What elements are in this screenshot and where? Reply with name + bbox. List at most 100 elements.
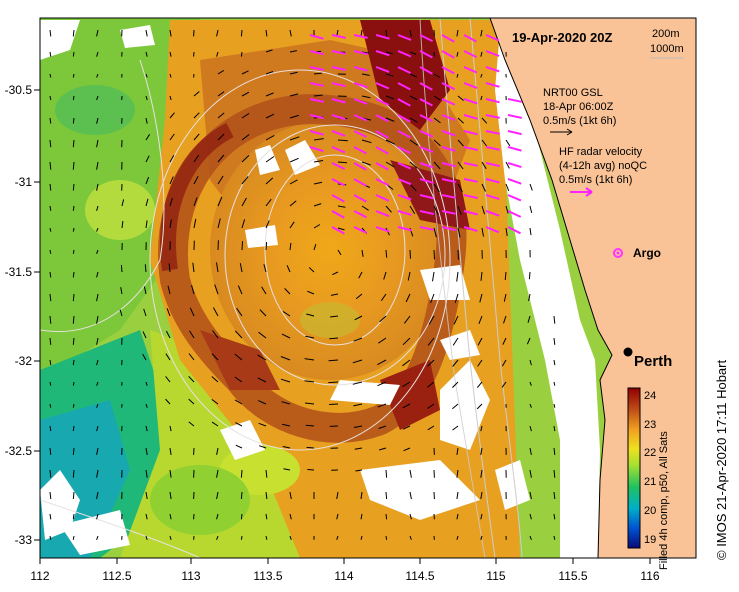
velocity-arrow [313, 181, 323, 185]
velocity-arrow [72, 403, 75, 408]
velocity-arrow [289, 71, 298, 75]
velocity-arrow [235, 444, 243, 449]
velocity-arrow [145, 381, 148, 386]
velocity-arrow [354, 447, 363, 450]
velocity-arrow [409, 29, 412, 37]
velocity-arrow [192, 262, 195, 273]
velocity-arrow [377, 381, 387, 387]
velocity-arrow [169, 176, 174, 185]
velocity-arrow [72, 535, 75, 540]
velocity-arrow [96, 337, 99, 345]
velocity-arrow [234, 399, 243, 405]
velocity-arrow [240, 469, 243, 478]
velocity-arrow [289, 114, 299, 119]
velocity-arrow [454, 293, 459, 304]
velocity-arrow [259, 309, 267, 317]
velocity-arrow [49, 183, 52, 191]
velocity-arrow [353, 403, 363, 407]
hf-arrow [441, 130, 456, 137]
velocity-arrow [529, 403, 532, 408]
velocity-arrow [280, 356, 291, 361]
velocity-arrow [289, 491, 292, 500]
x-tick-label: 112 [30, 569, 49, 583]
hf-arrow [485, 194, 500, 201]
velocity-arrow [72, 271, 75, 278]
hf-arrow [331, 34, 346, 39]
velocity-arrow [505, 227, 508, 236]
velocity-arrow [553, 359, 556, 366]
velocity-arrow [529, 469, 532, 478]
velocity-arrow [409, 51, 417, 55]
velocity-arrow [241, 112, 250, 119]
velocity-arrow [235, 422, 243, 427]
velocity-arrow [96, 249, 99, 254]
velocity-arrow [505, 139, 511, 147]
hf-legend-line: (4-12h avg) noQC [559, 160, 647, 172]
velocity-arrow [191, 285, 195, 295]
velocity-arrow [217, 91, 225, 97]
velocity-arrow [144, 264, 147, 273]
velocity-arrow [169, 95, 172, 101]
velocity-arrow [72, 513, 75, 520]
velocity-arrow [169, 513, 172, 520]
velocity-arrow [528, 293, 531, 302]
velocity-arrow [211, 398, 219, 405]
hf-arrow [353, 34, 368, 39]
velocity-arrow [456, 51, 459, 57]
velocity-arrow [313, 224, 321, 229]
velocity-arrow [96, 117, 99, 124]
velocity-arrow [49, 51, 52, 57]
velocity-arrow [385, 469, 388, 478]
hf-arrow [507, 178, 522, 185]
velocity-arrow [212, 307, 219, 317]
velocity-arrow [329, 403, 339, 405]
colorbar-tick: 20 [644, 505, 656, 517]
velocity-arrow [337, 161, 348, 164]
velocity-arrow [337, 139, 348, 142]
velocity-arrow [193, 112, 200, 119]
velocity-arrow [96, 95, 99, 101]
velocity-arrow [337, 205, 346, 208]
velocity-arrow [96, 359, 99, 366]
hf-arrow [419, 226, 434, 231]
velocity-arrow [313, 72, 322, 75]
velocity-arrow [361, 205, 369, 211]
velocity-arrow [72, 161, 75, 170]
velocity-arrow [409, 95, 418, 101]
hf-arrow [463, 98, 478, 105]
hf-arrow [375, 226, 390, 233]
hf-arrow [485, 50, 500, 57]
hf-arrow [397, 98, 411, 107]
velocity-arrow [193, 197, 198, 207]
hf-arrow [463, 66, 478, 74]
velocity-arrow [336, 513, 339, 520]
velocity-arrow [189, 330, 195, 339]
velocity-arrow [217, 112, 225, 119]
hf-arrow [419, 82, 433, 91]
velocity-arrow [216, 469, 219, 478]
hf-arrow [331, 82, 346, 88]
velocity-arrow [361, 95, 371, 99]
velocity-arrow [553, 447, 556, 455]
sst-field [40, 18, 696, 558]
y-tick-label: -31.5 [5, 265, 33, 279]
velocity-arrow [145, 425, 148, 432]
hf-arrow [353, 162, 367, 171]
velocity-arrow [385, 513, 388, 520]
velocity-arrow [481, 139, 487, 147]
velocity-arrow [480, 271, 483, 281]
velocity-arrow [352, 359, 363, 364]
velocity-arrow [49, 513, 52, 520]
velocity-arrow [480, 469, 483, 478]
velocity-arrow [165, 376, 171, 383]
velocity-arrow [402, 381, 411, 388]
hf-arrow [441, 226, 456, 232]
velocity-arrow [49, 249, 52, 254]
credit-text: © IMOS 21-Apr-2020 17:11 Hobart [714, 359, 729, 560]
velocity-arrow [453, 315, 459, 325]
velocity-arrow [189, 307, 195, 317]
hf-arrow [507, 210, 522, 218]
hf-arrow [397, 82, 411, 91]
hf-arrow [507, 130, 522, 136]
velocity-arrow [241, 219, 246, 229]
